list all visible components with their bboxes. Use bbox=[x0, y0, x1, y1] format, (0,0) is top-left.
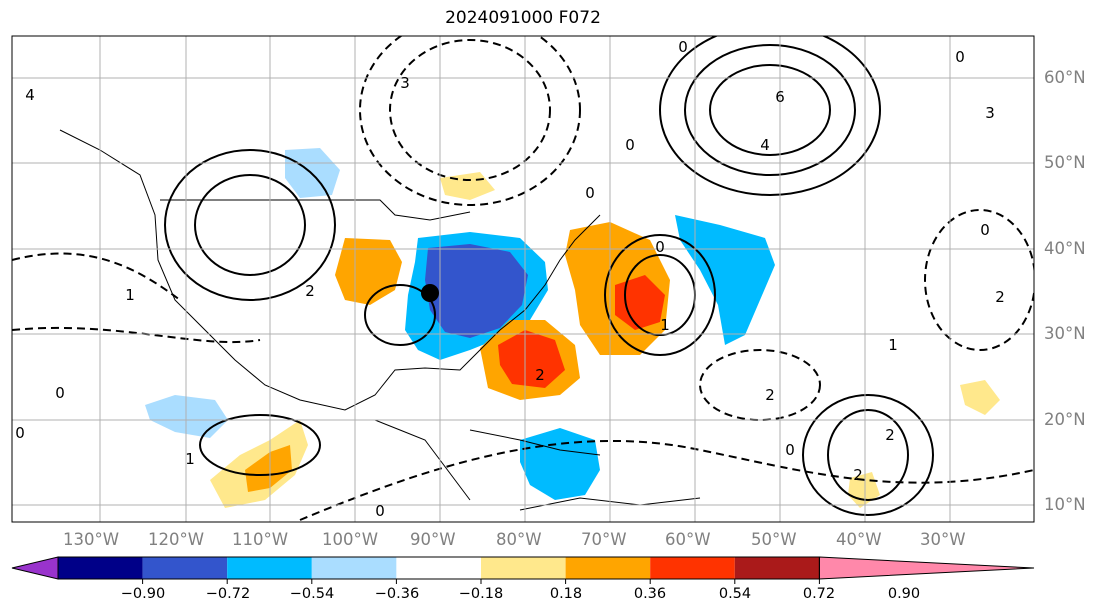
colorbar bbox=[11, 556, 1035, 584]
colorbar-segment bbox=[396, 557, 481, 579]
shading-red-atlantic bbox=[615, 275, 665, 330]
storm-center-marker bbox=[421, 284, 439, 302]
contour-label: 2 bbox=[765, 386, 775, 404]
colorbar-tick-label: −0.36 bbox=[374, 586, 420, 602]
colorbar-tick-label: 0.72 bbox=[802, 586, 836, 602]
colorbar-segment bbox=[650, 557, 735, 579]
contour-label: 1 bbox=[125, 286, 135, 304]
contour-label: 3 bbox=[400, 74, 410, 92]
lon-label: 70°W bbox=[581, 530, 627, 549]
coastlines bbox=[59, 129, 701, 511]
shading-red-florida bbox=[498, 330, 565, 388]
map-title: 2024091000 F072 bbox=[445, 8, 601, 28]
lon-label: 90°W bbox=[410, 530, 456, 549]
lat-label: 50°N bbox=[1044, 153, 1086, 172]
colorbar-segment bbox=[734, 557, 820, 579]
lon-label: 30°W bbox=[920, 530, 966, 549]
contour-label: 6 bbox=[775, 88, 785, 106]
contour-label: 4 bbox=[760, 136, 770, 154]
lon-label: 50°W bbox=[751, 530, 797, 549]
gridlines bbox=[12, 36, 1034, 522]
contour-label: 4 bbox=[25, 86, 35, 104]
colorbar-segment bbox=[142, 557, 228, 579]
contour-label: 2 bbox=[535, 366, 545, 384]
contour-label: 0 bbox=[955, 48, 965, 66]
lat-label: 30°N bbox=[1044, 324, 1086, 343]
shading-blue-atlantic bbox=[675, 215, 775, 345]
contour-label: 0 bbox=[375, 502, 385, 520]
lon-label: 100°W bbox=[322, 530, 379, 549]
contour-label: 2 bbox=[853, 466, 863, 484]
colorbar-tick-label: 0.36 bbox=[633, 586, 667, 602]
contour-label: 0 bbox=[15, 424, 25, 442]
contour-label: 2 bbox=[885, 426, 895, 444]
lon-label: 60°W bbox=[665, 530, 711, 549]
geo-contours bbox=[12, 36, 1034, 521]
contour-label: 2 bbox=[995, 288, 1005, 306]
contour-label: 0 bbox=[785, 441, 795, 459]
colorbar-segment bbox=[58, 557, 143, 579]
lon-label: 130°W bbox=[63, 530, 120, 549]
colorbar-tick-label: 0.18 bbox=[549, 586, 583, 602]
colorbar-tick-label: −0.72 bbox=[205, 586, 251, 602]
colorbar-segment bbox=[565, 557, 651, 579]
lat-label: 20°N bbox=[1044, 410, 1086, 429]
colorbar-extend-low bbox=[11, 556, 59, 580]
contour-label: 2 bbox=[305, 282, 315, 300]
colorbar-extend-high bbox=[818, 556, 1035, 580]
contour-label: 0 bbox=[585, 184, 595, 202]
anomaly-shading bbox=[145, 148, 1000, 508]
shading-orange-mexico bbox=[245, 445, 292, 492]
contour-label: 3 bbox=[985, 104, 995, 122]
shading-yellow-east-atlantic bbox=[960, 380, 1000, 415]
lon-label: 120°W bbox=[148, 530, 205, 549]
colorbar-segment bbox=[311, 557, 397, 579]
lon-label: 110°W bbox=[232, 530, 289, 549]
colorbar-frame bbox=[57, 556, 820, 580]
colorbar-tick-label: −0.54 bbox=[289, 586, 335, 602]
colorbar-segment bbox=[481, 557, 566, 579]
colorbar-tick-label: 0.90 bbox=[887, 586, 921, 602]
contour-label: 0 bbox=[625, 136, 635, 154]
lon-label: 40°W bbox=[836, 530, 882, 549]
contour-label: 1 bbox=[185, 450, 195, 468]
map-frame bbox=[11, 35, 1035, 523]
colorbar-tick-label: 0.54 bbox=[718, 586, 752, 602]
shading-dark-blue-core bbox=[425, 244, 528, 338]
lat-label: 10°N bbox=[1044, 495, 1086, 514]
lat-label: 60°N bbox=[1044, 68, 1086, 87]
contour-label: 0 bbox=[678, 38, 688, 56]
contour-labels: 0 0 0 0 0 0 0 0 0 0 1 1 1 1 2 2 2 2 2 2 3 3 4 4 6 bbox=[15, 38, 1005, 520]
contour-label: 0 bbox=[55, 384, 65, 402]
colorbar-tick-label: −0.18 bbox=[458, 586, 504, 602]
contour-label: 0 bbox=[980, 221, 990, 239]
contour-label: 1 bbox=[888, 336, 898, 354]
colorbar-tick-label: −0.90 bbox=[120, 586, 166, 602]
colorbar-segment bbox=[227, 557, 312, 579]
contour-label: 0 bbox=[655, 238, 665, 256]
lat-label: 40°N bbox=[1044, 239, 1086, 258]
lon-label: 80°W bbox=[496, 530, 542, 549]
contour-label: 1 bbox=[660, 316, 670, 334]
